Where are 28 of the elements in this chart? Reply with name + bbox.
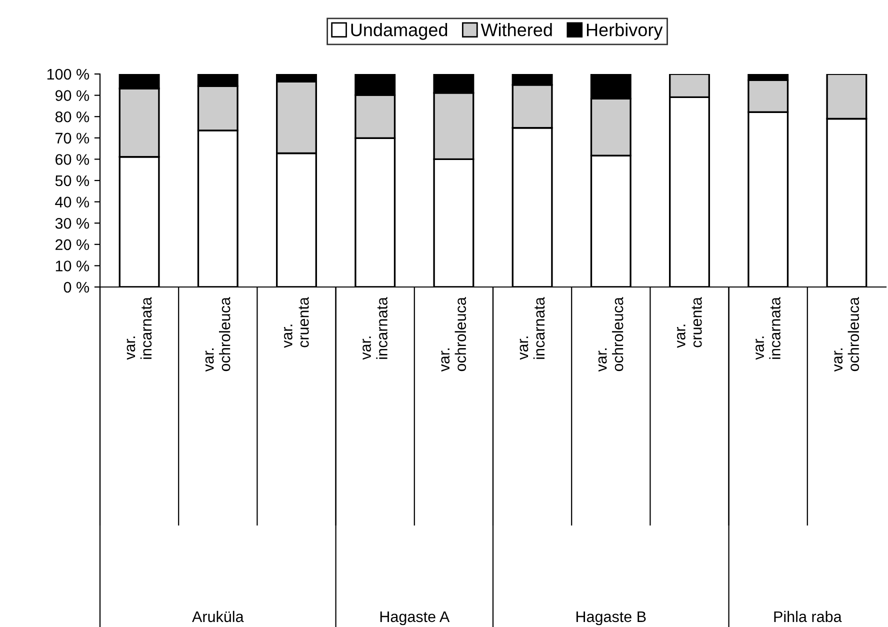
- y-tick-label: 70 %: [56, 132, 90, 144]
- x-tick-label: var. incarnata: [126, 296, 152, 360]
- y-tick-label: 50 %: [55, 175, 90, 186]
- text: Hagaste A: [380, 611, 450, 626]
- x-tick-label: var. cruenta: [284, 296, 309, 348]
- x-tick-label: var. ochroleuca: [441, 296, 466, 372]
- legend-label: Withered: [480, 23, 552, 36]
- legend-label: Herbivory: [586, 23, 663, 40]
- x-tick-label: var. ochroleuca: [834, 296, 860, 372]
- x-tick-label: var. ochroleuca: [205, 296, 230, 372]
- text: Pihla raba: [774, 610, 842, 622]
- y-tick-label: 10 %: [56, 260, 90, 272]
- y-tick-label: 0 %: [64, 282, 90, 293]
- legend-label: Undamaged: [351, 23, 448, 40]
- x-tick-label: var. incarnata: [756, 296, 780, 360]
- y-tick-label: 40 %: [55, 196, 90, 208]
- y-tick-label: 30 %: [55, 218, 90, 229]
- text: Hagaste B: [576, 611, 646, 626]
- x-tick-label: var. cruenta: [677, 296, 702, 348]
- x-tick-label: var. ochroleuca: [598, 296, 624, 372]
- y-tick-label: 80 %: [55, 111, 90, 122]
- y-tick-label: 60 %: [56, 154, 90, 165]
- x-tick-label: var. incarnata: [520, 296, 545, 360]
- x-tick-label: var. incarnata: [362, 296, 388, 360]
- y-tick-label: 20 %: [56, 239, 90, 250]
- y-tick-label: 90 %: [55, 90, 90, 101]
- y-tick-label: 100 %: [47, 68, 90, 80]
- text: Aruküla: [192, 610, 244, 622]
